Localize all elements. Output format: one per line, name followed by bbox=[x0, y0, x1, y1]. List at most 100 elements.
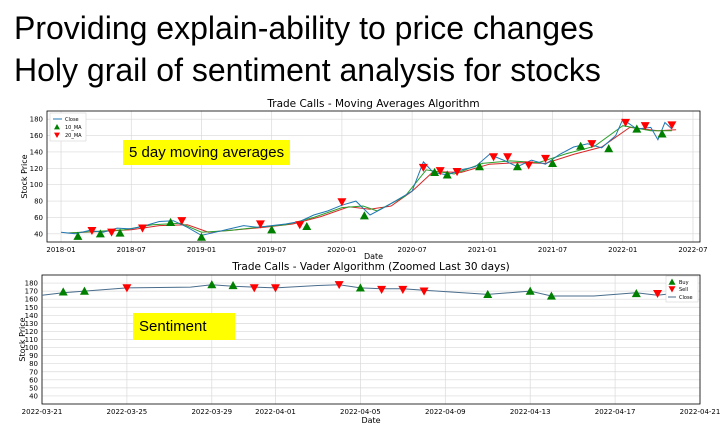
x-tick-label: 2019-07 bbox=[257, 246, 286, 254]
sell-marker bbox=[452, 167, 462, 177]
x-tick-label: 2022-04-05 bbox=[340, 408, 381, 416]
legend-label: Close bbox=[679, 295, 693, 301]
buy-marker bbox=[267, 225, 277, 234]
sell-marker bbox=[489, 153, 499, 162]
buy-marker bbox=[525, 286, 535, 295]
buy-marker bbox=[79, 286, 89, 295]
y-tick-label: 170 bbox=[25, 288, 38, 296]
y-tick-label: 80 bbox=[29, 360, 38, 368]
sell-marker bbox=[87, 226, 97, 236]
buy-marker bbox=[512, 162, 522, 171]
y-tick-label: 80 bbox=[34, 198, 43, 206]
y-tick-label: 180 bbox=[25, 280, 38, 288]
sell-marker bbox=[640, 122, 650, 131]
buy-marker bbox=[228, 280, 238, 290]
x-tick-label: 2022-07 bbox=[678, 246, 707, 254]
moving-averages-callout: 5 day moving averages bbox=[123, 140, 291, 165]
series-10-ma-line bbox=[68, 125, 672, 234]
buy-marker bbox=[657, 129, 667, 138]
y-axis-label: Stock Price bbox=[18, 317, 27, 361]
slide-heading-line-2: Holy grail of sentiment analysis for sto… bbox=[14, 52, 601, 88]
sell-marker bbox=[587, 140, 597, 149]
legend-buy-swatch bbox=[668, 278, 676, 285]
y-tick-label: 50 bbox=[29, 384, 38, 392]
sentiment-callout: Sentiment bbox=[133, 313, 235, 340]
legend-label: Sell bbox=[679, 287, 688, 293]
legend-10-ma-swatch bbox=[54, 124, 60, 130]
y-tick-label: 40 bbox=[34, 230, 43, 238]
y-tick-label: 60 bbox=[34, 214, 43, 222]
y-tick-label: 100 bbox=[25, 344, 38, 352]
x-tick-label: 2022-04-09 bbox=[425, 408, 466, 416]
buy-marker bbox=[58, 287, 68, 296]
x-tick-label: 2022-04-17 bbox=[595, 408, 636, 416]
sell-marker bbox=[398, 285, 408, 295]
buy-marker bbox=[442, 170, 452, 179]
sell-marker bbox=[419, 287, 429, 296]
sell-marker bbox=[337, 198, 347, 207]
sell-marker bbox=[249, 284, 259, 293]
y-tick-label: 110 bbox=[25, 336, 38, 344]
buy-marker bbox=[115, 228, 125, 237]
buy-marker bbox=[73, 231, 83, 240]
sell-marker bbox=[177, 217, 187, 226]
buy-marker bbox=[196, 232, 206, 241]
y-tick-label: 150 bbox=[25, 304, 38, 312]
sell-marker bbox=[122, 284, 132, 293]
x-tick-label: 2018-01 bbox=[46, 246, 75, 254]
buy-marker bbox=[359, 211, 369, 220]
y-axis-label: Stock Price bbox=[20, 154, 29, 198]
x-tick-label: 2022-01 bbox=[608, 246, 637, 254]
buy-marker bbox=[631, 289, 641, 298]
chart-title: Trade Calls - Vader Algorithm (Zoomed La… bbox=[231, 261, 510, 273]
legend-label: 20_MA bbox=[65, 133, 82, 139]
sell-marker bbox=[435, 167, 445, 176]
y-tick-label: 100 bbox=[30, 181, 43, 189]
x-tick-label: 2022-04-13 bbox=[510, 408, 551, 416]
x-tick-label: 2022-03-29 bbox=[191, 408, 232, 416]
sell-marker bbox=[667, 121, 677, 130]
x-tick-label: 2022-04-21 bbox=[680, 408, 721, 416]
x-axis-label: Date bbox=[364, 252, 383, 261]
x-tick-label: 2021-07 bbox=[538, 246, 567, 254]
y-tick-label: 180 bbox=[30, 116, 43, 124]
x-tick-label: 2018-07 bbox=[117, 246, 146, 254]
buy-marker bbox=[166, 217, 176, 226]
legend-label: Close bbox=[65, 117, 79, 123]
slide-heading-line-1: Providing explain-ability to price chang… bbox=[14, 10, 594, 46]
sell-marker bbox=[377, 285, 387, 295]
sell-marker bbox=[503, 153, 513, 162]
legend-sell-swatch bbox=[668, 286, 676, 293]
sell-marker bbox=[524, 161, 534, 170]
buy-marker bbox=[207, 280, 217, 289]
buy-marker bbox=[475, 162, 485, 171]
sell-marker bbox=[418, 163, 428, 172]
x-tick-label: 2021-01 bbox=[468, 246, 497, 254]
sell-marker bbox=[295, 221, 305, 230]
plot-frame bbox=[46, 110, 701, 243]
sell-marker bbox=[621, 118, 631, 127]
buy-marker bbox=[430, 167, 440, 177]
y-tick-label: 70 bbox=[29, 368, 38, 376]
y-tick-label: 120 bbox=[30, 165, 43, 173]
y-tick-label: 140 bbox=[30, 148, 43, 156]
buy-marker bbox=[604, 144, 614, 153]
y-tick-label: 120 bbox=[25, 328, 38, 336]
x-tick-label: 2020-07 bbox=[397, 246, 426, 254]
moving-averages-chart: 40 60 80 100 120 140 160 180 2018-01 2018-07 2019-… bbox=[20, 98, 708, 261]
y-tick-label: 140 bbox=[25, 312, 38, 320]
legend-label: Buy bbox=[679, 280, 689, 286]
sell-marker bbox=[107, 228, 117, 237]
buy-marker bbox=[546, 291, 556, 300]
y-tick-label: 160 bbox=[30, 132, 43, 140]
sell-marker bbox=[541, 154, 551, 163]
x-tick-label: 2022-03-25 bbox=[107, 408, 148, 416]
sell-marker bbox=[255, 220, 265, 229]
x-axis-label: Date bbox=[361, 416, 380, 425]
buy-marker bbox=[632, 124, 642, 133]
legend-20-ma-swatch bbox=[54, 132, 60, 138]
plot-frame bbox=[41, 274, 701, 405]
buy-marker bbox=[355, 283, 365, 292]
